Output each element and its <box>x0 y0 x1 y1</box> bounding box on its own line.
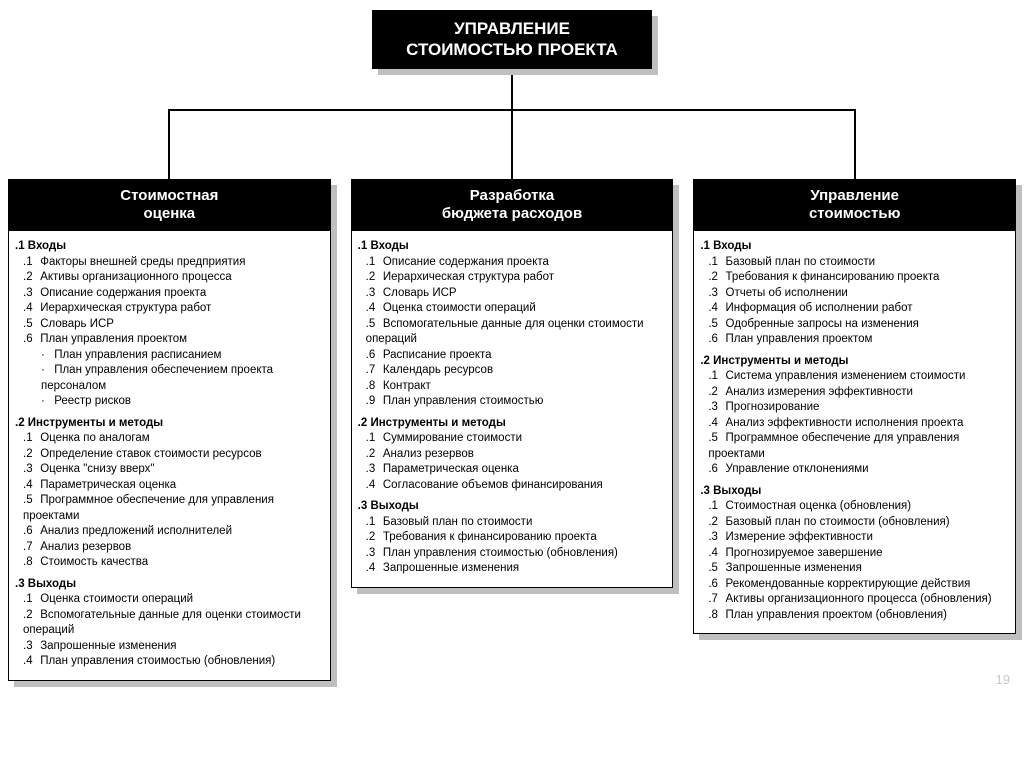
list-item: .3 Оценка "снизу вверх" <box>11 462 324 478</box>
list-item: .9 План управления стоимостью <box>354 394 667 410</box>
column-title-line2: бюджета расходов <box>358 205 667 224</box>
section-title: .2 Инструменты и методы <box>11 416 324 432</box>
list-item: .8 Контракт <box>354 379 667 395</box>
list-item: .3 План управления стоимостью (обновлени… <box>354 546 667 562</box>
list-item: .3 Словарь ИСР <box>354 286 667 302</box>
column-box: Управлениестоимостью.1 Входы.1 Базовый п… <box>693 179 1016 635</box>
page-number: 19 <box>996 672 1010 687</box>
column-body: .1 Входы.1 Описание содержания проекта.2… <box>352 231 673 587</box>
list-item: .7 Активы организационного процесса (обн… <box>696 592 1009 608</box>
list-item: .4 Иерархическая структура работ <box>11 301 324 317</box>
list-item: .6 Управление отклонениями <box>696 462 1009 478</box>
list-item: .2 Требования к финансированию проекта <box>696 270 1009 286</box>
list-item: .4 План управления стоимостью (обновлени… <box>11 654 324 670</box>
list-item: .2 Анализ измерения эффективности <box>696 385 1009 401</box>
list-item: .4 Оценка стоимости операций <box>354 301 667 317</box>
list-item: .8 План управления проектом (обновления) <box>696 608 1009 624</box>
list-item: .1 Факторы внешней среды предприятия <box>11 255 324 271</box>
list-item: .6 План управления проектом <box>696 332 1009 348</box>
list-item: .1 Система управления изменением стоимос… <box>696 369 1009 385</box>
list-item: .6 Рекомендованные корректирующие действ… <box>696 577 1009 593</box>
section-title: .3 Выходы <box>696 484 1009 500</box>
section-title: .3 Выходы <box>11 577 324 593</box>
list-subitem: · План управления расписанием <box>11 348 324 364</box>
list-item: .8 Стоимость качества <box>11 555 324 571</box>
list-item: .5 Словарь ИСР <box>11 317 324 333</box>
column-body: .1 Входы.1 Базовый план по стоимости.2 Т… <box>694 231 1015 633</box>
list-item: .4 Согласование объемов финансирования <box>354 478 667 494</box>
list-item: .2 Иерархическая структура работ <box>354 270 667 286</box>
list-item: .4 Информация об исполнении работ <box>696 301 1009 317</box>
list-item: .6 План управления проектом <box>11 332 324 348</box>
list-item: .1 Описание содержания проекта <box>354 255 667 271</box>
list-item: .1 Базовый план по стоимости <box>354 515 667 531</box>
column-title-line2: стоимостью <box>700 205 1009 224</box>
column-box: Стоимостнаяоценка.1 Входы.1 Факторы внеш… <box>8 179 331 681</box>
column: Стоимостнаяоценка.1 Входы.1 Факторы внеш… <box>8 179 331 681</box>
column: Разработкабюджета расходов.1 Входы.1 Опи… <box>351 179 674 681</box>
column-title-line2: оценка <box>15 205 324 224</box>
section-title: .1 Входы <box>696 239 1009 255</box>
list-item: .2 Вспомогательные данные для оценки сто… <box>11 608 324 639</box>
section-title: .1 Входы <box>354 239 667 255</box>
list-item: .6 Анализ предложений исполнителей <box>11 524 324 540</box>
list-subitem: · План управления обеспечением проекта п… <box>11 363 324 394</box>
list-item: .7 Календарь ресурсов <box>354 363 667 379</box>
root-title-line1: УПРАВЛЕНИЕ <box>382 18 642 39</box>
list-item: .3 Измерение эффективности <box>696 530 1009 546</box>
list-item: .1 Оценка по аналогам <box>11 431 324 447</box>
list-item: .3 Параметрическая оценка <box>354 462 667 478</box>
columns-row: Стоимостнаяоценка.1 Входы.1 Факторы внеш… <box>8 179 1016 681</box>
list-item: .4 Параметрическая оценка <box>11 478 324 494</box>
section-title: .3 Выходы <box>354 499 667 515</box>
list-item: .5 Программное обеспечение для управлени… <box>696 431 1009 462</box>
list-subitem: · Реестр рисков <box>11 394 324 410</box>
list-item: .3 Описание содержания проекта <box>11 286 324 302</box>
section-title: .2 Инструменты и методы <box>354 416 667 432</box>
list-item: .4 Прогнозируемое завершение <box>696 546 1009 562</box>
list-item: .2 Активы организационного процесса <box>11 270 324 286</box>
list-item: .2 Анализ резервов <box>354 447 667 463</box>
list-item: .1 Базовый план по стоимости <box>696 255 1009 271</box>
list-item: .5 Запрошенные изменения <box>696 561 1009 577</box>
list-item: .1 Суммирование стоимости <box>354 431 667 447</box>
tree-connectors <box>8 69 1016 179</box>
list-item: .5 Одобренные запросы на изменения <box>696 317 1009 333</box>
list-item: .3 Запрошенные изменения <box>11 639 324 655</box>
root-node: УПРАВЛЕНИЕ СТОИМОСТЬЮ ПРОЕКТА <box>372 10 652 69</box>
list-item: .4 Запрошенные изменения <box>354 561 667 577</box>
column-header: Разработкабюджета расходов <box>352 180 673 232</box>
section-title: .1 Входы <box>11 239 324 255</box>
list-item: .5 Программное обеспечение для управлени… <box>11 493 324 524</box>
list-item: .5 Вспомогательные данные для оценки сто… <box>354 317 667 348</box>
list-item: .7 Анализ резервов <box>11 540 324 556</box>
column: Управлениестоимостью.1 Входы.1 Базовый п… <box>693 179 1016 681</box>
list-item: .3 Прогнозирование <box>696 400 1009 416</box>
list-item: .3 Отчеты об исполнении <box>696 286 1009 302</box>
list-item: .2 Определение ставок стоимости ресурсов <box>11 447 324 463</box>
list-item: .6 Расписание проекта <box>354 348 667 364</box>
column-body: .1 Входы.1 Факторы внешней среды предпри… <box>9 231 330 680</box>
list-item: .2 Базовый план по стоимости (обновления… <box>696 515 1009 531</box>
list-item: .1 Оценка стоимости операций <box>11 592 324 608</box>
column-title-line1: Управление <box>700 187 1009 206</box>
column-title-line1: Стоимостная <box>15 187 324 206</box>
list-item: .1 Стоимостная оценка (обновления) <box>696 499 1009 515</box>
list-item: .4 Анализ эффективности исполнения проек… <box>696 416 1009 432</box>
root-title-line2: СТОИМОСТЬЮ ПРОЕКТА <box>382 39 642 60</box>
column-header: Стоимостнаяоценка <box>9 180 330 232</box>
column-box: Разработкабюджета расходов.1 Входы.1 Опи… <box>351 179 674 588</box>
list-item: .2 Требования к финансированию проекта <box>354 530 667 546</box>
column-header: Управлениестоимостью <box>694 180 1015 232</box>
column-title-line1: Разработка <box>358 187 667 206</box>
section-title: .2 Инструменты и методы <box>696 354 1009 370</box>
